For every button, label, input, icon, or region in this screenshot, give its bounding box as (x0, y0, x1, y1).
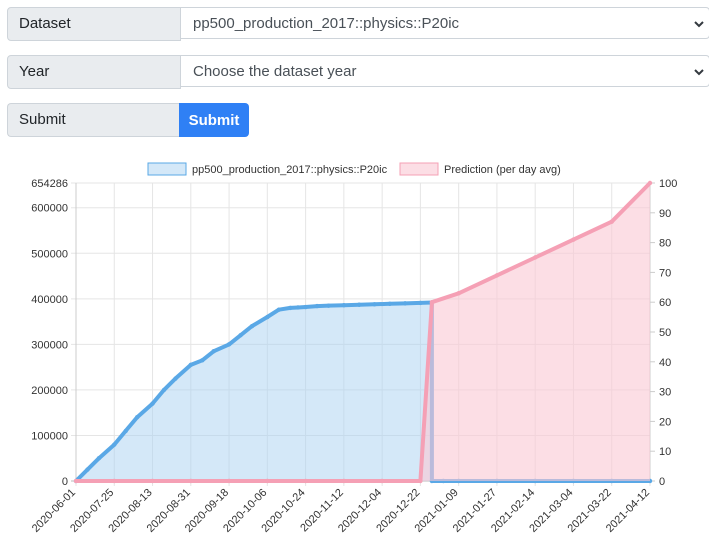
data-point-0 (265, 314, 270, 320)
data-point-0 (238, 333, 243, 338)
data-point-1 (379, 478, 385, 484)
y-right-tick-label: 100 (659, 178, 677, 190)
data-point-0 (326, 303, 331, 308)
data-point-1 (303, 478, 308, 484)
data-point-0 (402, 301, 408, 306)
dataset-select-value: pp500_production_2017::physics::P20ic (193, 15, 460, 32)
legend-swatch-0 (147, 162, 187, 176)
data-point-1 (609, 219, 614, 224)
data-point-0 (161, 387, 167, 393)
data-point-1 (418, 478, 423, 484)
data-point-0 (188, 362, 193, 368)
data-point-1 (494, 273, 500, 278)
y-right-tick-label: 10 (659, 446, 671, 458)
y-left-tick-label: 400000 (31, 294, 68, 306)
data-point-0 (150, 401, 155, 406)
y-left-tick-label: 200000 (31, 385, 68, 397)
data-point-0 (314, 303, 320, 309)
data-point-1 (73, 478, 79, 484)
y-left-tick-label: 100000 (31, 430, 68, 442)
data-point-1 (265, 478, 270, 484)
y-left-tick-label: 500000 (31, 248, 68, 260)
chevron-down-icon (694, 69, 704, 76)
data-point-0 (372, 302, 377, 307)
data-point-0 (200, 358, 205, 363)
y-left-tick-label: 300000 (31, 339, 68, 351)
data-point-1 (188, 478, 193, 484)
chevron-down-icon (694, 21, 704, 28)
y-right-tick-label: 20 (659, 416, 671, 428)
dataset-select[interactable]: pp500_production_2017::physics::P20ic (181, 7, 709, 39)
data-point-0 (303, 304, 308, 310)
y-left-tick-label: 654286 (31, 178, 68, 190)
legend-swatch-1 (399, 162, 439, 176)
data-point-1 (150, 478, 155, 484)
y-right-tick-label: 40 (659, 357, 671, 369)
y-right-tick-label: 60 (659, 297, 671, 309)
y-right-tick-label: 70 (659, 267, 671, 279)
y-right-tick-label: 50 (659, 327, 671, 339)
data-point-0 (295, 305, 301, 310)
year-row: Year Choose the dataset year (7, 55, 709, 89)
dataset-row: Dataset pp500_production_2017::physics::… (7, 7, 709, 41)
data-point-1 (429, 300, 435, 305)
series-area-1 (76, 183, 650, 481)
data-point-0 (173, 376, 178, 381)
data-point-0 (211, 348, 216, 354)
chart: 0 100000 200000 300000 400000 500000 600000 654… (30, 162, 677, 535)
data-point-0 (123, 428, 128, 434)
y-left-tick-label: 0 (62, 476, 68, 488)
y-right-tick-label: 30 (659, 387, 671, 399)
y-right-tick-label: 80 (659, 238, 671, 250)
data-point-1 (456, 291, 461, 296)
series-area-0 (76, 302, 650, 481)
data-point-0 (96, 456, 102, 461)
data-point-0 (356, 302, 362, 307)
legend-label-1: Prediction (per day avg) (444, 164, 561, 176)
data-point-0 (85, 467, 90, 472)
data-point-1 (533, 255, 538, 260)
data-point-1 (112, 478, 117, 484)
submit-label: Submit (7, 103, 179, 137)
submit-row: Submit Submit (7, 103, 249, 137)
data-point-1 (341, 478, 347, 484)
y-right-tick-label: 90 (659, 208, 671, 220)
data-point-0 (418, 300, 423, 306)
data-point-0 (135, 415, 140, 420)
legend-label-0: pp500_production_2017::physics::P20ic (192, 164, 388, 176)
dataset-label: Dataset (7, 7, 181, 41)
data-point-0 (226, 342, 232, 347)
data-point-0 (249, 323, 255, 329)
data-point-0 (276, 307, 282, 312)
year-select[interactable]: Choose the dataset year (181, 55, 709, 87)
data-point-0 (341, 302, 347, 308)
y-left-tick-label: 600000 (31, 203, 68, 215)
year-label: Year (7, 55, 181, 89)
data-point-0 (387, 301, 392, 307)
data-point-0 (112, 442, 117, 447)
data-point-0 (288, 305, 293, 311)
data-point-1 (647, 180, 653, 186)
data-point-1 (226, 478, 232, 484)
data-point-1 (571, 237, 576, 242)
y-right-tick-label: 0 (659, 476, 665, 488)
submit-button[interactable]: Submit (179, 103, 249, 137)
year-select-value: Choose the dataset year (193, 63, 357, 80)
